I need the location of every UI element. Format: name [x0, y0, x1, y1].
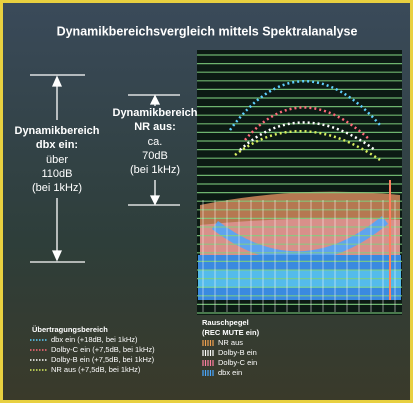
legend-label: NR aus (+7,5dB, bei 1kHz) [51, 365, 141, 374]
panel-text: NR aus: [134, 121, 176, 133]
legend-subtitle: (REC MUTE ein) [202, 328, 260, 337]
legend-label: Dolby-B ein [218, 348, 257, 357]
legend-label: dbx ein (+18dB, bei 1kHz) [51, 335, 138, 344]
response-curve [228, 80, 381, 131]
title: Dynamikbereichsvergleich mittels Spektra… [57, 24, 358, 38]
legend-label: Dolby-C ein (+7,5dB, bei 1kHz) [51, 345, 155, 354]
panel-text: über [46, 154, 68, 166]
panel-text: (bei 1kHz) [130, 164, 180, 176]
legend-label: Dolby-C ein [218, 358, 257, 367]
panel-text: Dynamikbereich [15, 125, 100, 137]
response-curve [234, 129, 381, 162]
spectrum-display [197, 50, 402, 315]
panel-text: 110dB [42, 168, 73, 180]
legend-title: Übertragungsbereich [32, 325, 108, 334]
legend-title: Rauschpegel [202, 318, 249, 327]
arrows [30, 74, 180, 263]
panel-text: ca. [148, 136, 163, 148]
panel-text: dbx ein: [36, 139, 78, 151]
legend-label: dbx ein [218, 368, 242, 377]
panel-text: (bei 1kHz) [32, 182, 82, 194]
response-curve [239, 121, 376, 152]
panel-text: Dynamikbereich [113, 107, 198, 119]
legend-label: Dolby-B ein (+7,5dB, bei 1kHz) [51, 355, 155, 364]
legend-label: NR aus [218, 338, 243, 347]
panel-text: 70dB [142, 150, 168, 162]
